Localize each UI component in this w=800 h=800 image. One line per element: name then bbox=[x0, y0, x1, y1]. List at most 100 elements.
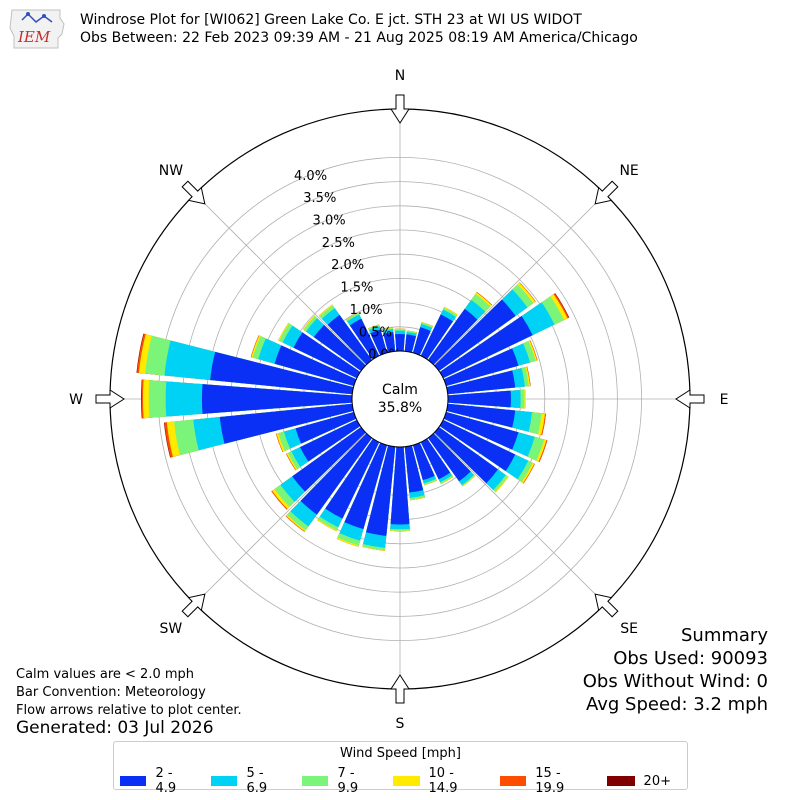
rose-bar bbox=[439, 419, 516, 472]
legend-label: 7 - 9.9 bbox=[337, 766, 359, 796]
calm-label: Calm bbox=[382, 382, 418, 398]
legend-swatch bbox=[211, 776, 238, 786]
rose-bar bbox=[420, 314, 453, 360]
direction-label: N bbox=[395, 68, 405, 84]
rose-bar bbox=[395, 334, 405, 352]
flow-arrow bbox=[594, 593, 619, 618]
legend-label: 2 - 4.9 bbox=[155, 766, 177, 796]
radial-tick-label: 3.0% bbox=[313, 214, 346, 229]
rose-bar bbox=[383, 331, 396, 353]
grid-spoke bbox=[194, 432, 367, 605]
rose-bar bbox=[293, 332, 361, 379]
generated-date: Generated: 03 Jul 2026 bbox=[16, 718, 214, 738]
legend-label: 10 - 14.9 bbox=[428, 766, 458, 796]
rose-bar bbox=[344, 442, 388, 530]
summary-obs-used: Obs Used: 90093 bbox=[613, 648, 768, 669]
rose-bar bbox=[434, 427, 498, 484]
iem-logo: IEM bbox=[8, 8, 68, 50]
legend-item: 20+ bbox=[606, 766, 671, 796]
legend-label: 15 - 19.9 bbox=[535, 766, 565, 796]
rose-bar bbox=[404, 334, 417, 353]
summary-panel: Summary Obs Used: 90093 Obs Without Wind… bbox=[583, 624, 768, 716]
summary-avg-speed: Avg Speed: 3.2 mph bbox=[586, 694, 768, 715]
direction-label: SE bbox=[620, 621, 638, 637]
rose-bar bbox=[439, 316, 533, 379]
legend-label: 20+ bbox=[643, 773, 671, 789]
rose-bar bbox=[446, 370, 516, 395]
rose-bar bbox=[295, 411, 357, 444]
rose-bar bbox=[447, 390, 511, 408]
legend-swatch bbox=[302, 776, 329, 786]
radial-tick-label: 4.0% bbox=[294, 169, 327, 184]
flow-arrow bbox=[390, 94, 410, 124]
legend-item: 7 - 9.9 bbox=[302, 766, 377, 796]
rose-bar bbox=[210, 351, 354, 395]
flow-arrow bbox=[390, 674, 410, 704]
flow-arrow bbox=[95, 389, 125, 409]
legend: Wind Speed [mph] 2 - 4.9 5 - 6.9 7 - 9.9 10… bbox=[113, 741, 688, 796]
rose-bar bbox=[370, 329, 388, 356]
rose-bar bbox=[274, 345, 357, 387]
rose-bar bbox=[446, 403, 516, 428]
summary-title: Summary bbox=[681, 625, 768, 646]
grid-spoke bbox=[433, 432, 606, 605]
rose-bar bbox=[327, 314, 372, 365]
legend-item: 2 - 4.9 bbox=[120, 766, 195, 796]
note-flow-arrows: Flow arrows relative to plot center. bbox=[16, 703, 242, 718]
rose-bar bbox=[443, 411, 519, 450]
rose-bar bbox=[300, 433, 372, 515]
grid-spoke bbox=[433, 193, 606, 366]
summary-obs-without-wind: Obs Without Wind: 0 bbox=[582, 671, 768, 692]
radial-tick-label: 2.0% bbox=[331, 258, 364, 273]
rose-bar bbox=[412, 442, 435, 481]
radial-tick-label: 2.5% bbox=[322, 236, 355, 251]
rose-bar bbox=[313, 324, 366, 371]
rose-bar bbox=[292, 427, 366, 492]
radial-tick-label: 1.5% bbox=[340, 281, 373, 296]
legend-label: 5 - 6.9 bbox=[246, 766, 268, 796]
radial-tick-label: 0.5% bbox=[359, 325, 392, 340]
radial-tick-label: 1.0% bbox=[350, 303, 383, 318]
chart-subtitle: Obs Between: 22 Feb 2023 09:39 AM - 21 A… bbox=[80, 30, 638, 46]
flow-arrow bbox=[181, 593, 206, 618]
direction-label: W bbox=[69, 392, 83, 408]
svg-text:IEM: IEM bbox=[17, 28, 51, 46]
direction-label: NE bbox=[619, 163, 638, 179]
flow-arrow bbox=[594, 180, 619, 205]
rose-bar bbox=[219, 403, 354, 444]
legend-swatch bbox=[120, 776, 147, 786]
direction-label: NW bbox=[159, 163, 183, 179]
flow-arrow bbox=[181, 180, 206, 205]
rose-bar bbox=[366, 445, 396, 536]
rose-bar bbox=[390, 446, 410, 525]
legend-item: 10 - 14.9 bbox=[393, 766, 484, 796]
calm-value: 35.8% bbox=[378, 400, 422, 416]
rose-bar bbox=[201, 384, 353, 414]
rose-bar bbox=[420, 438, 451, 480]
direction-label: S bbox=[396, 716, 405, 732]
rose-bar bbox=[443, 348, 519, 387]
rose-bar bbox=[404, 445, 424, 493]
legend-swatch bbox=[499, 776, 527, 786]
rose-bar bbox=[428, 308, 478, 365]
rose-bar bbox=[412, 327, 431, 356]
rose-bar bbox=[300, 419, 361, 462]
grid-spoke bbox=[194, 193, 367, 366]
legend-title: Wind Speed [mph] bbox=[340, 746, 461, 761]
legend-item: 15 - 19.9 bbox=[499, 766, 591, 796]
note-bar-convention: Bar Convention: Meteorology bbox=[16, 685, 206, 700]
rose-bar bbox=[325, 438, 380, 519]
legend-items: 2 - 4.9 5 - 6.9 7 - 9.9 10 - 14.9 15 - 19.9 2… bbox=[120, 766, 687, 796]
calm-circle bbox=[351, 350, 449, 448]
legend-item: 5 - 6.9 bbox=[211, 766, 286, 796]
rose-bar bbox=[428, 433, 471, 482]
legend-swatch bbox=[393, 776, 420, 786]
direction-label: E bbox=[720, 392, 729, 408]
legend-swatch bbox=[606, 776, 635, 786]
chart-title: Windrose Plot for [WI062] Green Lake Co.… bbox=[80, 12, 582, 28]
rose-bar bbox=[349, 318, 380, 360]
note-calm: Calm values are < 2.0 mph bbox=[16, 667, 195, 682]
flow-arrow bbox=[675, 389, 705, 409]
radial-tick-label: 3.5% bbox=[303, 191, 336, 206]
